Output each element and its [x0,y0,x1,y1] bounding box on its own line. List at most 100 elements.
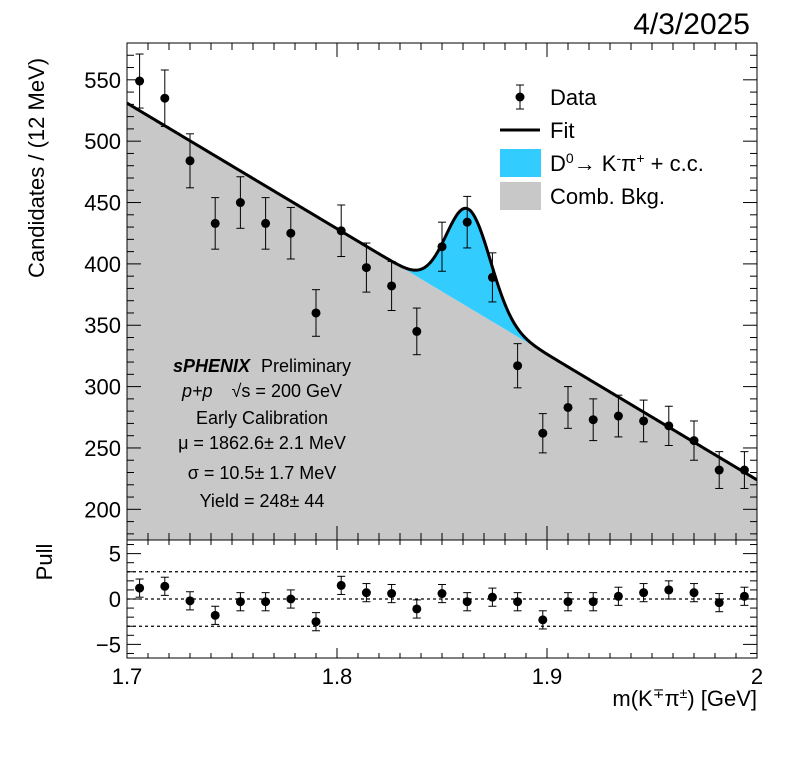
y-tick-label: 300 [84,375,121,400]
data-marker [412,326,422,336]
data-marker [664,421,674,431]
pull-marker [538,615,548,625]
pull-marker [235,597,245,607]
data-point [714,451,724,489]
data-point [437,221,447,272]
y-tick-label: 400 [84,252,121,277]
pull-point [135,578,145,598]
data-marker [135,76,145,86]
data-point [639,399,649,443]
pull-marker [185,596,195,606]
pull-point [462,592,472,612]
data-point [412,307,422,356]
data-marker [714,465,724,475]
legend-data-marker [515,92,525,102]
calibration-label: Early Calibration [196,408,328,428]
data-marker [261,218,271,228]
data-point [462,195,472,249]
legend-entry: Comb. Bkg. [500,182,665,210]
data-point [361,242,371,293]
data-point [487,252,497,303]
experiment-label: sPHENIX Preliminary [173,356,351,376]
legend-fill-swatch [500,149,541,177]
data-marker [462,217,472,227]
data-point [210,197,220,250]
pull-y-axis-label: Pull [32,544,57,581]
pull-marker [513,597,523,607]
data-marker [563,402,573,412]
data-point [286,206,296,260]
data-point [185,133,195,189]
legend-label: Comb. Bkg. [550,184,665,209]
pull-point [387,583,397,604]
data-point [538,413,548,454]
pull-point [311,612,321,632]
y-tick-label: 250 [84,436,121,461]
legend-entry: D0→ K-π+ + c.c. [500,149,704,177]
y-tick-label: 550 [84,68,121,93]
y-axis-label: Candidates / (12 MeV) [24,58,49,278]
status-label: Preliminary [261,356,351,376]
x-tick-label: 2 [751,664,763,689]
pull-marker [588,597,598,607]
data-point [235,176,245,229]
x-tick-label: 1.8 [322,664,353,689]
data-marker [311,308,321,318]
legend: Data Fit D0→ K-π+ + c.c. Comb. Bkg. [500,84,704,210]
data-marker [235,198,245,208]
pull-y-tick-label: 0 [109,587,121,612]
pull-point [286,589,296,609]
pull-panel: 5 0 −5 Pull 1.7 1.8 1.9 2m(K∓π±) [GeV] [32,539,763,711]
data-point [664,405,674,447]
main-plot-area [127,53,757,540]
data-marker [361,263,371,273]
data-marker [336,226,346,236]
pull-marker [462,597,472,607]
date-stamp: 4/3/2025 [633,8,750,41]
legend-fill-swatch [500,182,541,210]
pull-marker [613,591,623,601]
pull-marker [739,591,749,601]
data-point [689,420,699,461]
pull-marker [487,592,497,602]
yield-label: Yield = 248± 44 [200,491,325,511]
pull-point [538,610,548,630]
data-point [387,260,397,312]
y-tick-label: 450 [84,191,121,216]
x-tick-label: 1.7 [112,664,143,689]
data-point [588,398,598,442]
annotation-box: sPHENIX Preliminary p+p √s = 200 GeV Ear… [173,356,351,511]
data-point [613,394,623,438]
y-tick-label: 350 [84,313,121,338]
pull-marker [160,581,170,591]
data-point [336,204,346,258]
pull-marker [135,583,145,593]
sigma-label: σ = 10.5± 1.7 MeV [188,463,337,483]
data-marker [689,436,699,446]
data-point [311,289,321,337]
pull-marker [336,580,346,590]
data-marker [185,156,195,166]
pull-marker [639,588,649,598]
pull-point [714,593,724,613]
pull-marker [664,585,674,595]
collision-label: p+p √s = 200 GeV [181,381,342,401]
pull-point [412,599,422,619]
pull-marker [412,604,422,614]
data-marker [739,465,749,475]
pull-point [336,575,346,595]
y-tick-label: 200 [84,497,121,522]
data-point [739,451,749,489]
signal-fill [396,208,542,351]
pull-marker [714,598,724,608]
data-point [563,386,573,429]
data-marker [437,242,447,252]
data-marker [639,416,649,426]
main-panel: 200 250 300 350 400 450 500 550 Candidates / (12… [24,42,758,541]
data-marker [487,272,497,282]
pull-marker [311,617,321,627]
data-marker [613,411,623,421]
collision-system: p+p [181,381,213,401]
data-marker [160,93,170,103]
